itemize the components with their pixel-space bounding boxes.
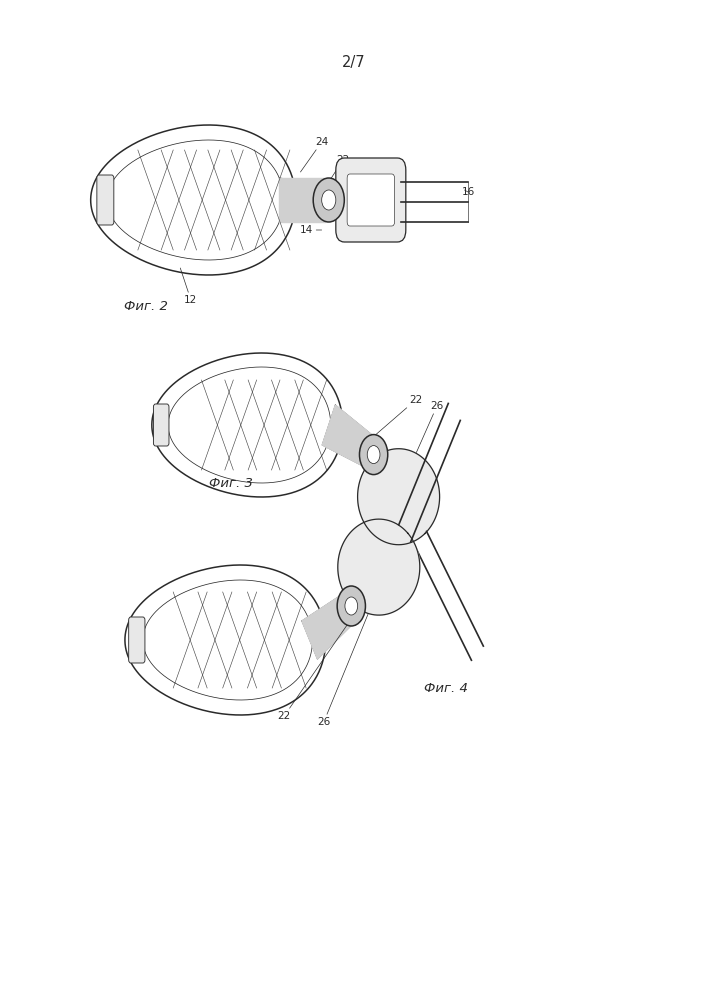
Text: 26: 26 <box>317 605 372 727</box>
Circle shape <box>359 435 387 475</box>
Polygon shape <box>358 449 440 545</box>
Circle shape <box>322 190 336 210</box>
FancyBboxPatch shape <box>336 158 406 242</box>
Circle shape <box>345 597 358 615</box>
FancyBboxPatch shape <box>129 617 145 663</box>
Text: Фиг. 2: Фиг. 2 <box>124 300 168 313</box>
Polygon shape <box>322 405 378 469</box>
Text: 12: 12 <box>180 268 197 305</box>
Text: 16: 16 <box>462 187 474 197</box>
Polygon shape <box>125 565 326 715</box>
Text: 24: 24 <box>300 137 328 172</box>
Text: 22: 22 <box>370 395 422 440</box>
Text: 26: 26 <box>409 401 443 469</box>
Text: 22: 22 <box>329 155 349 182</box>
Polygon shape <box>90 125 296 275</box>
Text: Фиг. 4: Фиг. 4 <box>424 682 468 695</box>
Circle shape <box>337 586 366 626</box>
Text: Фиг. 3: Фиг. 3 <box>209 477 252 490</box>
Circle shape <box>367 446 380 464</box>
Text: 2/7: 2/7 <box>341 54 366 70</box>
FancyBboxPatch shape <box>153 404 169 446</box>
Text: 14: 14 <box>300 225 322 235</box>
Text: 22: 22 <box>278 624 348 721</box>
Circle shape <box>313 178 344 222</box>
FancyBboxPatch shape <box>347 174 395 226</box>
FancyBboxPatch shape <box>97 175 114 225</box>
Polygon shape <box>338 519 420 615</box>
Polygon shape <box>302 592 357 659</box>
Polygon shape <box>152 353 343 497</box>
